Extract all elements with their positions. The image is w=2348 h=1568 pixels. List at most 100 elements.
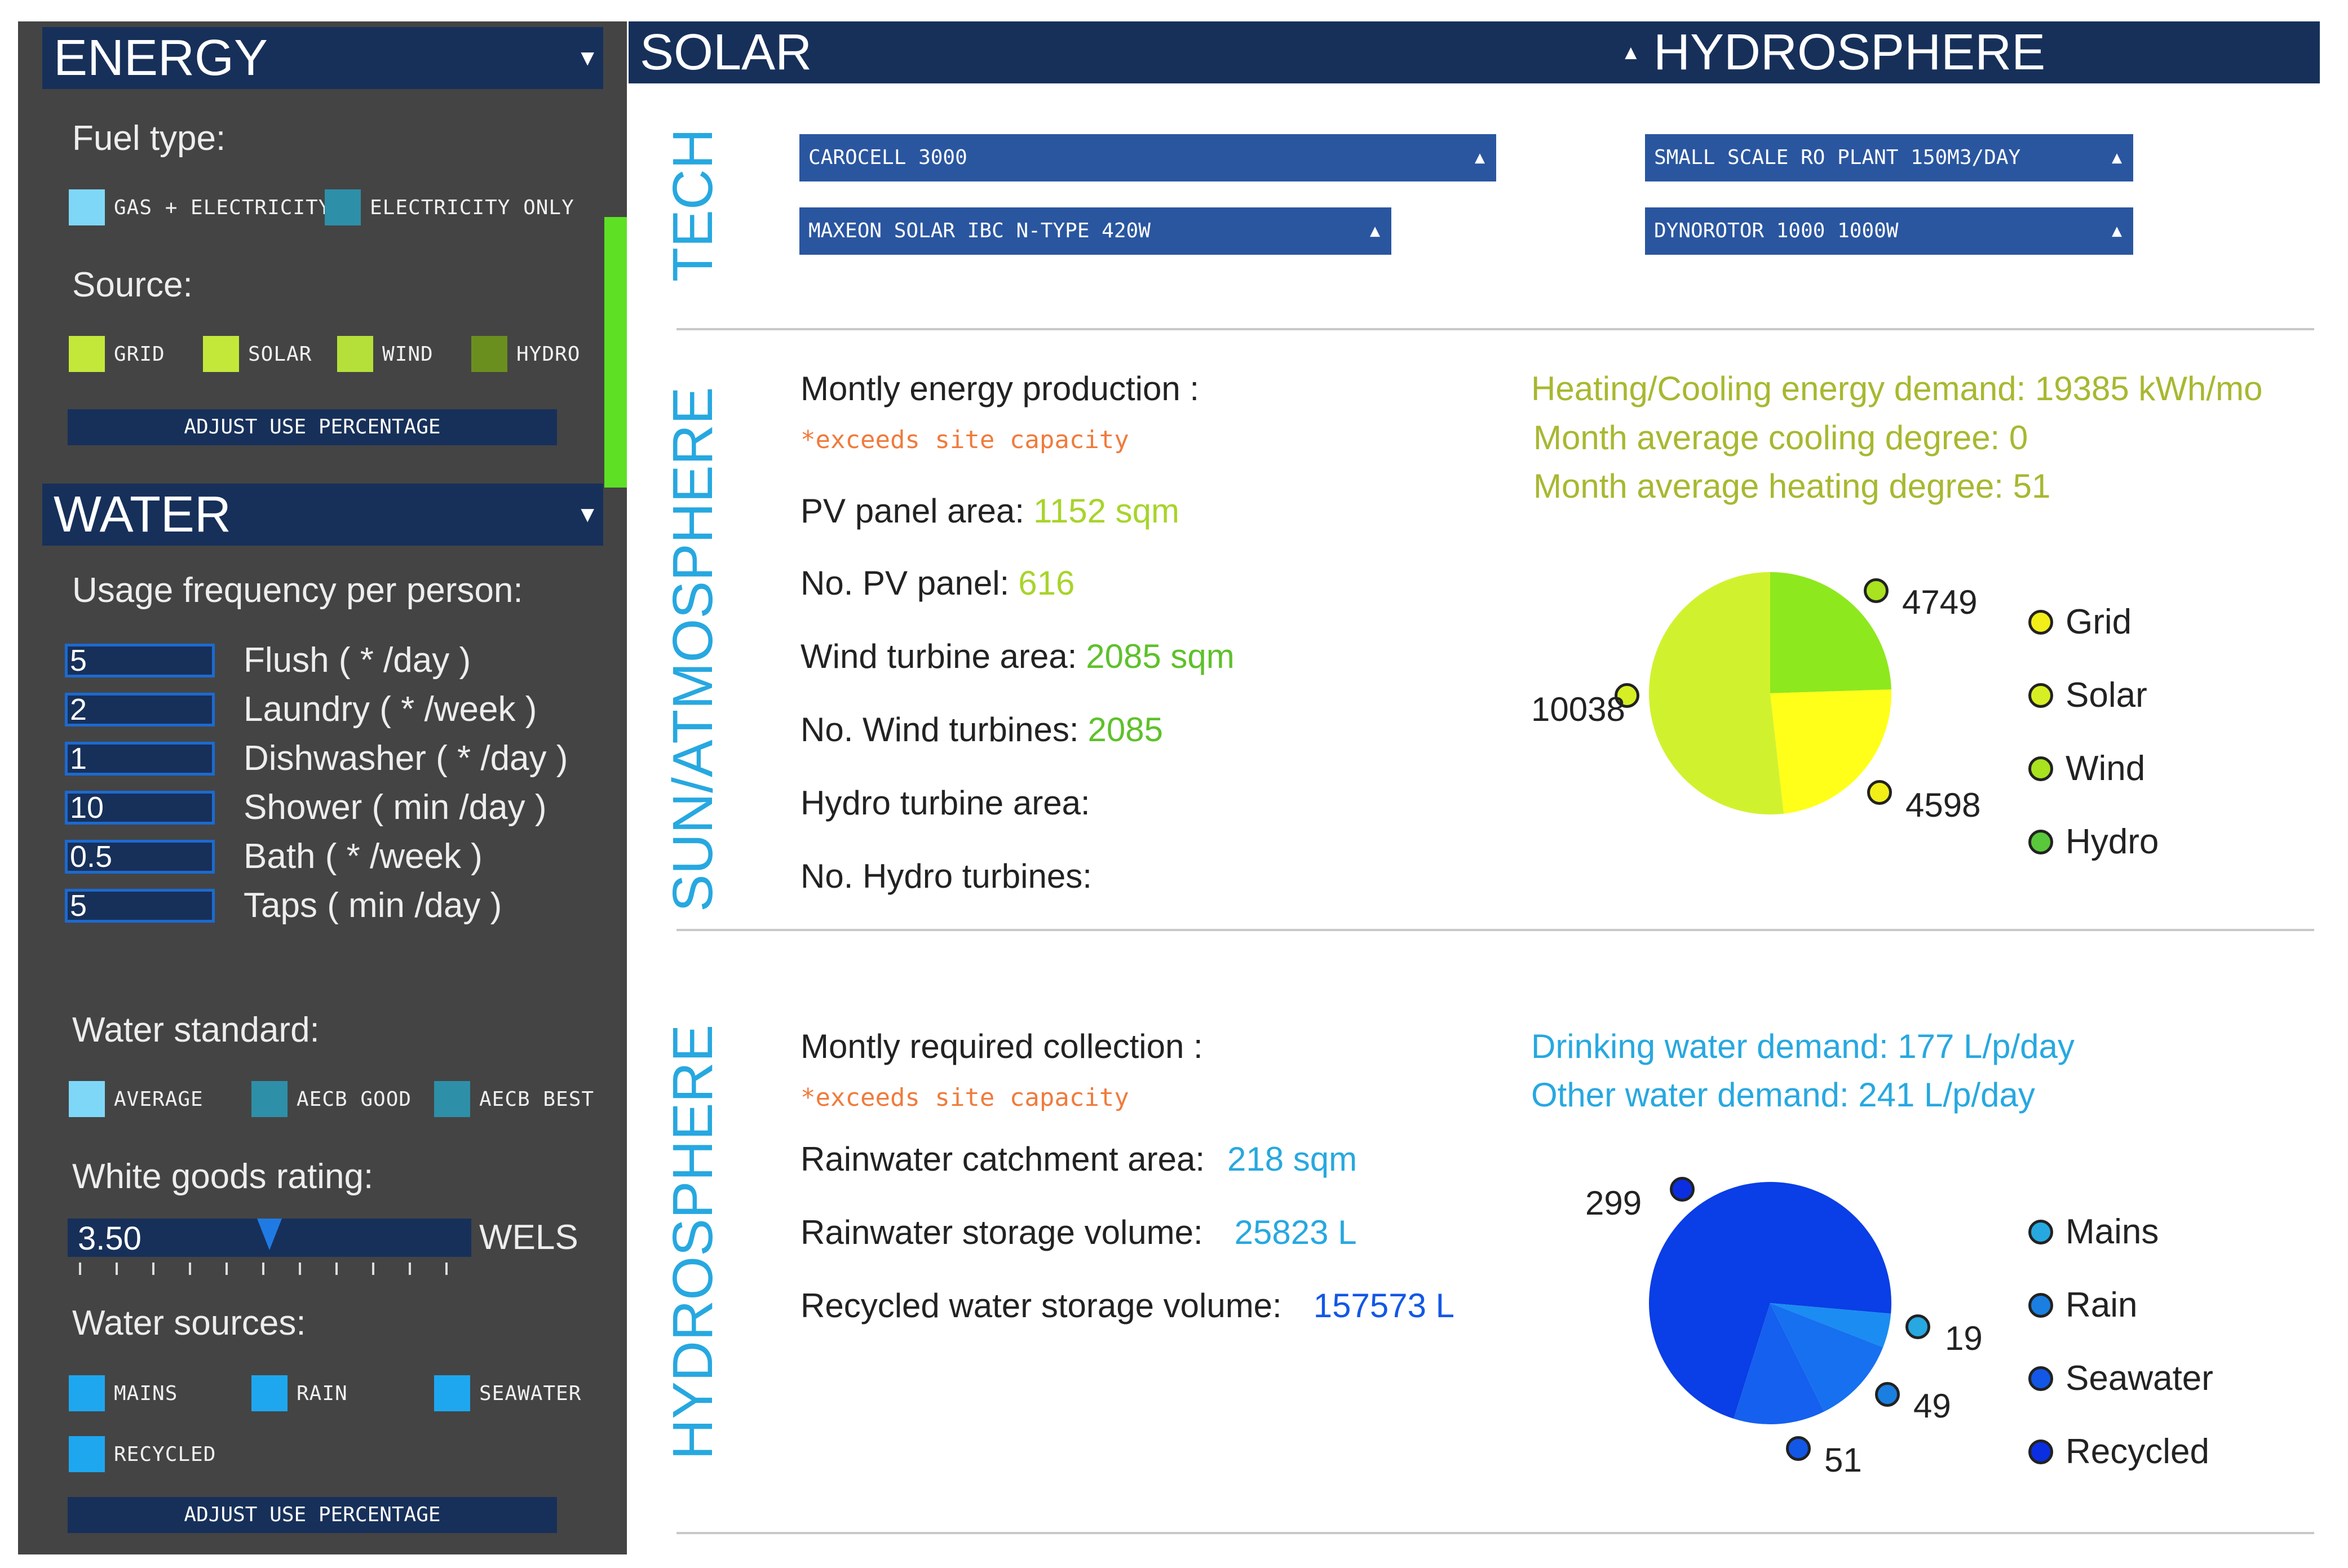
other-demand: Other water demand: 241 L/p/day (1531, 1076, 2035, 1114)
catchment-value: 218 sqm (1227, 1140, 1357, 1178)
water-standard-label: Water standard: (72, 1011, 320, 1049)
checkbox-icon (325, 189, 361, 225)
pie-data-label: 10038 (1531, 690, 1625, 728)
hydro-tech-dropdown-1[interactable]: SMALL SCALE RO PLANT 150M3/DAY ▲ (1645, 134, 2133, 181)
pv-area-value: 1152 sqm (1033, 492, 1179, 530)
caret-up-icon: ▲ (1474, 148, 1485, 167)
hydrosphere-section-label: HYDROSPHERE (661, 1024, 724, 1460)
collapse-icon[interactable]: ▼ (576, 46, 599, 70)
water-source-recycled[interactable]: RECYCLED (69, 1436, 216, 1472)
wind-area-label: Wind turbine area: (801, 637, 1077, 675)
hydro-tech-dropdown-2[interactable]: DYNOROTOR 1000 1000W ▲ (1645, 207, 2133, 255)
slider-tick (79, 1263, 81, 1275)
pv-area-label: PV panel area: (801, 492, 1024, 530)
checkbox-icon (69, 1375, 105, 1411)
pie-marker-icon (1905, 1314, 1930, 1339)
energy-adjust-percentage-button[interactable]: ADJUST USE PERCENTAGE (68, 409, 557, 445)
caret-up-icon: ▲ (2111, 221, 2122, 241)
slider-tick (372, 1263, 374, 1275)
legend-solar: Solar (2028, 675, 2147, 715)
dropdown-value: MAXEON SOLAR IBC N-TYPE 420W (808, 219, 1151, 242)
water-section-header[interactable]: WATER ▼ (42, 484, 603, 546)
legend-label: Hydro (2066, 822, 2159, 861)
energy-title: ENERGY (54, 30, 268, 86)
legend-dot-icon (2028, 1292, 2053, 1318)
legend-dot-icon (2028, 1439, 2053, 1464)
solar-tech-dropdown-1[interactable]: CAROCELL 3000 ▲ (799, 134, 1496, 181)
wind-area-row: Wind turbine area: 2085 sqm (801, 637, 1235, 676)
flush-input[interactable]: 5 (65, 644, 215, 677)
standard-option-aecb-good[interactable]: AECB GOOD (251, 1081, 412, 1117)
dropdown-value: CAROCELL 3000 (808, 146, 967, 169)
pie-slice-solar (1649, 572, 1784, 814)
taps-label: Taps ( min /day ) (244, 886, 502, 925)
standard-option-average[interactable]: AVERAGE (69, 1081, 204, 1117)
caret-up-icon: ▲ (2111, 148, 2122, 167)
solar-tech-dropdown-2[interactable]: MAXEON SOLAR IBC N-TYPE 420W ▲ (799, 207, 1391, 255)
pie-slice-wind (1770, 572, 1891, 693)
source-option-grid[interactable]: GRID (69, 336, 165, 372)
slider-thumb-icon[interactable] (257, 1219, 282, 1250)
taps-input[interactable]: 5 (65, 889, 215, 923)
water-source-rain[interactable]: RAIN (251, 1375, 348, 1411)
energy-pie-chart (1649, 572, 1891, 814)
water-adjust-percentage-button[interactable]: ADJUST USE PERCENTAGE (68, 1497, 557, 1533)
solar-title[interactable]: SOLAR (640, 24, 812, 81)
standard-option-aecb-best[interactable]: AECB BEST (434, 1081, 594, 1117)
pv-count-row: No. PV panel: 616 (801, 564, 1074, 603)
checkbox-icon (69, 336, 105, 372)
legend-label: Grid (2066, 603, 2132, 641)
laundry-input[interactable]: 2 (65, 693, 215, 727)
checkbox-icon (251, 1375, 288, 1411)
fuel-type-label: Fuel type: (72, 119, 226, 158)
rating-slider[interactable]: 3.50 (68, 1219, 471, 1257)
checkbox-icon (434, 1081, 470, 1117)
legend-dot-icon (2028, 683, 2053, 708)
pie-slice-mains (1770, 1303, 1891, 1348)
water-title: WATER (54, 486, 231, 543)
fuel-option-electricity-only[interactable]: ELECTRICITY ONLY (325, 189, 574, 225)
legend-dot-icon (2028, 1219, 2053, 1244)
source-option-wind[interactable]: WIND (337, 336, 434, 372)
slider-tick (445, 1263, 448, 1275)
collapse-icon[interactable]: ▼ (576, 502, 599, 527)
pie-marker-icon (1615, 683, 1639, 708)
hydrosphere-title[interactable]: HYDROSPHERE (1653, 24, 2046, 81)
bath-input[interactable]: 0.5 (65, 840, 215, 874)
hydro-count-label: No. Hydro turbines: (801, 857, 1092, 895)
dishwasher-label: Dishwasher ( * /day ) (244, 739, 568, 778)
source-option-hydro[interactable]: HYDRO (471, 336, 580, 372)
legend-grid: Grid (2028, 602, 2132, 642)
catchment-row: Rainwater catchment area: 218 sqm (801, 1140, 1357, 1179)
checkbox-icon (69, 1436, 105, 1472)
exceeds-capacity-note: *exceeds site capacity (801, 1083, 1129, 1112)
legend-label: Rain (2066, 1286, 2138, 1325)
sun-atmosphere-label: SUN/ATMOSPHERE (661, 387, 724, 912)
water-sources-label: Water sources: (72, 1304, 306, 1343)
dropdown-value: DYNOROTOR 1000 1000W (1654, 219, 1899, 242)
pie-marker-icon (1875, 1382, 1900, 1407)
rating-value: 3.50 (78, 1220, 142, 1257)
pv-count-value: 616 (1018, 564, 1075, 602)
water-source-mains[interactable]: MAINS (69, 1375, 178, 1411)
scrollbar[interactable] (604, 217, 627, 488)
checkbox-icon (203, 336, 239, 372)
water-source-seawater[interactable]: SEAWATER (434, 1375, 581, 1411)
storage-label: Rainwater storage volume: (801, 1213, 1203, 1251)
legend-dot-icon (2028, 829, 2053, 854)
fuel-option-gas-electricity[interactable]: GAS + ELECTRICITY (69, 189, 331, 225)
legend-label: Mains (2066, 1212, 2159, 1251)
divider (676, 328, 2314, 330)
shower-input[interactable]: 10 (65, 791, 215, 825)
checkbox-icon (69, 1081, 105, 1117)
source-option-solar[interactable]: SOLAR (203, 336, 312, 372)
expand-icon[interactable]: ▲ (1621, 41, 1641, 64)
dishwasher-input[interactable]: 1 (65, 742, 215, 776)
top-header-bar: SOLAR ▲ HYDROSPHERE (629, 21, 2320, 83)
pie-slice-rain (1770, 1303, 1883, 1412)
flush-label: Flush ( * /day ) (244, 641, 471, 680)
pie-data-label: 4749 (1902, 583, 1978, 621)
energy-section-header[interactable]: ENERGY ▼ (42, 27, 603, 89)
checkbox-icon (251, 1081, 288, 1117)
collection-label: Montly required collection : (801, 1027, 1203, 1065)
